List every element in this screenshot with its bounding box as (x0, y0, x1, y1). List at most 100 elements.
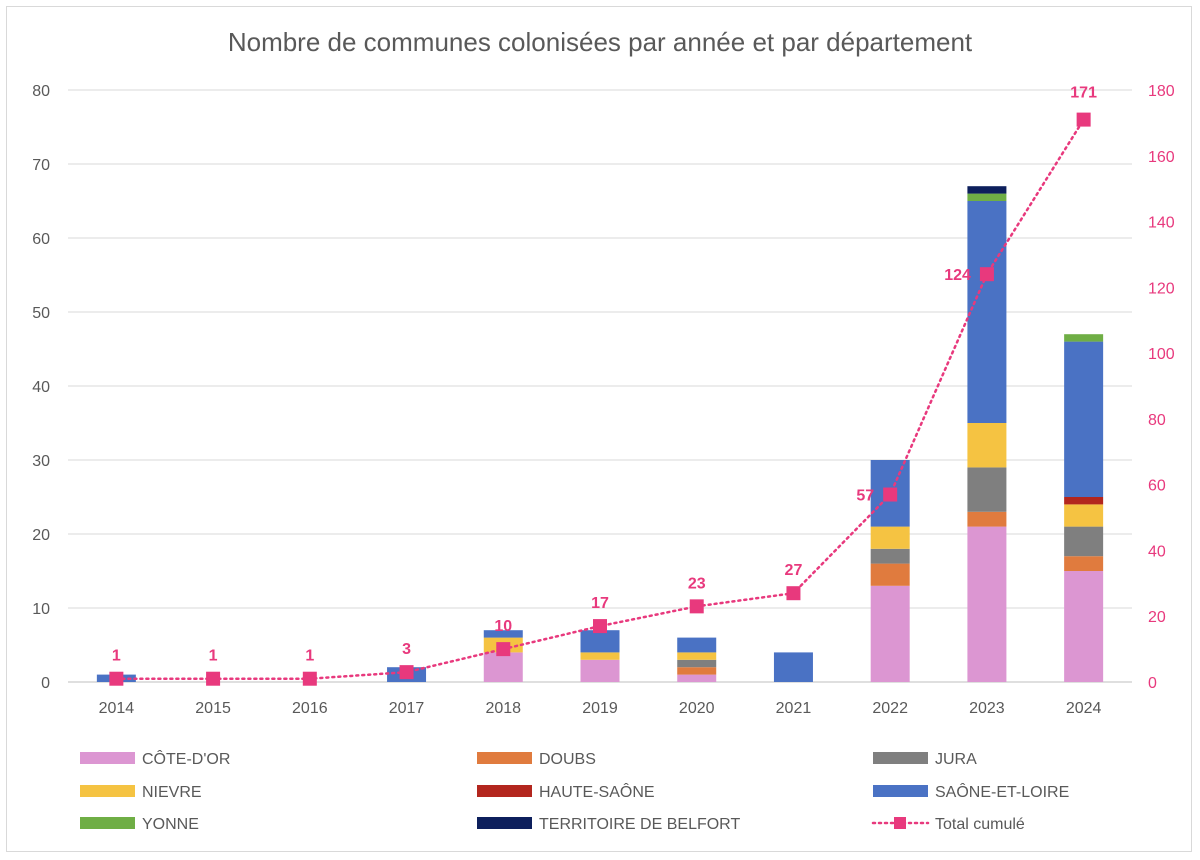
gridlines (68, 89, 1132, 683)
legend: CÔTE-D'OR DOUBS JURA NIEVRE HAUTE-SAÔNE SAÔNE… (80, 749, 1069, 833)
cumulative-marker-2016 (302, 671, 317, 686)
left-axis-tick-label: 40 (32, 379, 50, 396)
left-axis-tick-label: 0 (41, 675, 50, 692)
axes: 0 10 20 30 40 50 60 70 80 0 20 40 60 80 100 120 140 160 18… (32, 83, 1175, 717)
legend-item-yonne: YONNE (80, 816, 199, 833)
bar-saone-et-loire-2019 (580, 630, 620, 653)
legend-item-jura: JURA (873, 751, 977, 768)
cumulative-data-label: 1 (209, 648, 218, 665)
bar-saone-et-loire-2021 (773, 652, 813, 682)
legend-item-nievre: NIEVRE (80, 784, 202, 801)
bar-jura-2024 (1064, 526, 1104, 557)
legend-label: JURA (935, 751, 977, 768)
left-axis-tick-label: 70 (32, 157, 50, 174)
cumulative-data-label: 57 (856, 488, 874, 505)
bar-nievre-2020 (677, 652, 717, 660)
legend-item-total-cumule: Total cumulé (871, 816, 1025, 833)
bar-nievre-2023 (967, 423, 1007, 468)
right-axis-tick-label: 20 (1148, 609, 1166, 626)
x-axis-tick-label: 2021 (776, 700, 812, 717)
legend-item-saone-et-loire: SAÔNE-ET-LOIRE (873, 782, 1069, 801)
x-axis-tick-label: 2017 (389, 700, 425, 717)
bar-cote-d-or-2022 (870, 585, 910, 682)
left-axis-tick-label: 30 (32, 453, 50, 470)
cumulative-data-label: 3 (402, 641, 411, 658)
legend-label: DOUBS (539, 751, 596, 768)
bar-jura-2020 (677, 659, 717, 668)
right-axis-tick-label: 120 (1148, 280, 1175, 297)
bar-jura-2023 (967, 467, 1007, 512)
cumulative-data-label: 1 (305, 648, 314, 665)
bar-jura-2022 (870, 548, 910, 564)
cumulative-line: 1 1 1 3 10 17 23 27 57 124 171 (109, 85, 1097, 686)
legend-label: Total cumulé (935, 816, 1025, 833)
legend-label: CÔTE-D'OR (142, 749, 230, 768)
bar-saone-et-loire-2024 (1064, 341, 1104, 497)
right-axis-tick-label: 0 (1148, 675, 1157, 692)
legend-label: NIEVRE (142, 784, 202, 801)
bar-yonne-2023 (967, 193, 1007, 201)
right-axis-tick-label: 100 (1148, 346, 1175, 363)
cumulative-data-label: 124 (944, 267, 971, 284)
legend-swatch (873, 785, 928, 797)
bar-territoire-de-belfort-2023 (967, 186, 1007, 194)
cumulative-data-label: 23 (688, 575, 706, 592)
x-axis-tick-label: 2023 (969, 700, 1005, 717)
bar-doubs-2023 (967, 511, 1007, 527)
right-axis-tick-label: 160 (1148, 149, 1175, 166)
legend-swatch (477, 817, 532, 829)
legend-swatch (477, 785, 532, 797)
cumulative-marker-2015 (206, 671, 221, 686)
cumulative-marker-2021 (786, 586, 801, 601)
bar-doubs-2020 (677, 667, 717, 675)
bar-nievre-2019 (580, 652, 620, 660)
bar-saone-et-loire-2020 (677, 637, 717, 653)
cumulative-marker-2024 (1076, 112, 1091, 127)
cumulative-marker-2022 (883, 487, 898, 502)
bar-haute-saone-2024 (1064, 497, 1104, 505)
legend-label: YONNE (142, 816, 199, 833)
right-axis-tick-label: 40 (1148, 543, 1166, 560)
left-axis-tick-label: 20 (32, 527, 50, 544)
chart-title: Nombre de communes colonisées par année … (228, 27, 973, 57)
cumulative-marker-2017 (399, 665, 414, 680)
right-axis-tick-label: 60 (1148, 478, 1166, 495)
legend-swatch (80, 785, 135, 797)
cumulative-data-label: 17 (591, 595, 609, 612)
legend-marker-swatch (894, 817, 906, 829)
legend-label: HAUTE-SAÔNE (539, 782, 655, 801)
bar-saone-et-loire-2023 (967, 201, 1007, 423)
right-axis-tick-label: 180 (1148, 83, 1175, 100)
x-axis-tick-label: 2016 (292, 700, 328, 717)
bar-cote-d-or-2018 (483, 652, 523, 682)
cumulative-line-path (115, 118, 1085, 680)
bar-yonne-2024 (1064, 334, 1104, 342)
cumulative-data-label: 10 (494, 618, 512, 635)
right-axis-tick-label: 140 (1148, 215, 1175, 232)
cumulative-data-label: 171 (1070, 85, 1097, 102)
legend-swatch (873, 752, 928, 764)
bar-doubs-2022 (870, 563, 910, 586)
bar-doubs-2024 (1064, 556, 1104, 571)
x-axis-tick-label: 2020 (679, 700, 715, 717)
left-axis-tick-label: 50 (32, 305, 50, 322)
bar-nievre-2024 (1064, 504, 1104, 527)
legend-swatch (80, 817, 135, 829)
legend-label: SAÔNE-ET-LOIRE (935, 782, 1069, 801)
bar-cote-d-or-2023 (967, 526, 1007, 682)
x-axis-tick-label: 2015 (195, 700, 231, 717)
x-axis-tick-label: 2024 (1066, 700, 1102, 717)
bar-nievre-2022 (870, 526, 910, 549)
x-axis-tick-label: 2014 (99, 700, 135, 717)
bar-cote-d-or-2024 (1064, 571, 1104, 682)
left-axis-tick-label: 60 (32, 231, 50, 248)
legend-item-cote-d-or: CÔTE-D'OR (80, 749, 230, 768)
cumulative-marker-2014 (109, 671, 124, 686)
legend-swatch (80, 752, 135, 764)
x-axis-tick-label: 2018 (485, 700, 521, 717)
legend-label: TERRITOIRE DE BELFORT (539, 816, 740, 833)
right-axis-tick-label: 80 (1148, 412, 1166, 429)
legend-swatch (477, 752, 532, 764)
cumulative-marker-2023 (979, 267, 994, 282)
